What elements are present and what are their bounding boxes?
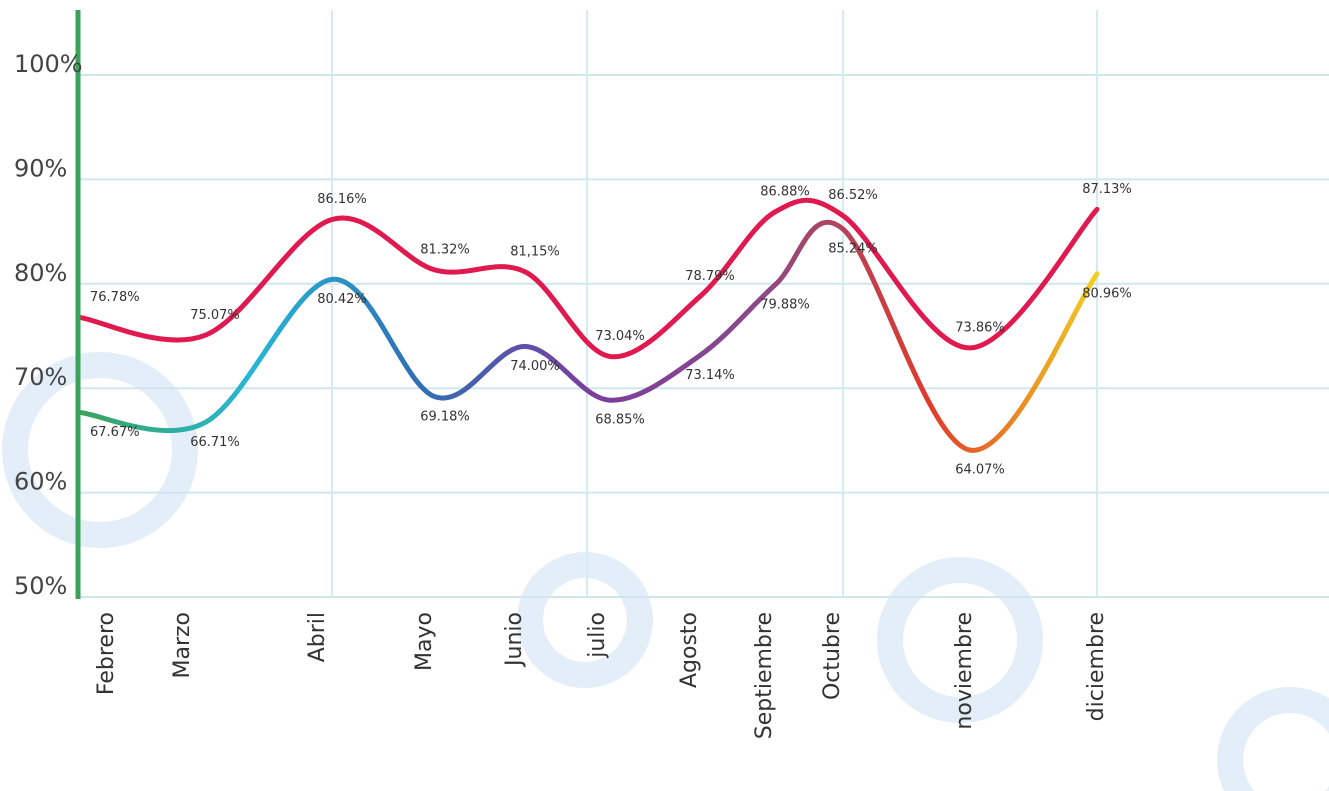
watermark: [2, 352, 1329, 791]
line: [77, 219, 1100, 453]
data-label: 75.07%: [190, 308, 240, 323]
data-label: 74.00%: [510, 359, 560, 374]
data-label: 69.18%: [420, 409, 470, 424]
data-label: 73.04%: [595, 329, 645, 344]
grid: [80, 74, 1329, 598]
data-label: 66.71%: [190, 435, 240, 450]
x-tick-label: Junio: [502, 612, 527, 668]
x-tick-label: Febrero: [94, 612, 119, 695]
x-tick-label: Abril: [305, 612, 330, 662]
data-label: 67.67%: [90, 425, 140, 440]
data-label: 85.24%: [828, 242, 878, 257]
y-tick-label: 60%: [14, 468, 67, 496]
data-label: 68.85%: [595, 413, 645, 428]
y-tick-label: 100%: [14, 50, 83, 78]
data-label: 64.07%: [955, 463, 1005, 478]
x-tick-label: Marzo: [170, 612, 195, 679]
y-tick-label: 70%: [14, 363, 67, 391]
x-tick-label: Agosto: [677, 612, 702, 688]
data-label: 73.14%: [685, 368, 735, 383]
x-tick-label: noviembre: [952, 612, 977, 730]
data-label: 79.88%: [760, 298, 810, 313]
data-label: 86.16%: [317, 192, 367, 207]
x-tick-label: julio: [585, 612, 610, 659]
data-label: 76.78%: [90, 290, 140, 305]
x-tick-label: Septiembre: [752, 612, 777, 739]
line: [77, 197, 1100, 360]
y-tick-label: 90%: [14, 154, 67, 182]
data-label: 80.96%: [1082, 286, 1132, 301]
data-label: 80.42%: [317, 292, 367, 307]
data-label: 78.79%: [685, 269, 735, 284]
y-tick-label: 80%: [14, 259, 67, 287]
data-label: 81,15%: [510, 244, 560, 259]
data-label: 87.13%: [1082, 182, 1132, 197]
data-label: 73.86%: [955, 320, 1005, 335]
x-tick-label: Mayo: [412, 612, 437, 671]
plot: 76.78% 75.07% 86.16% 81.32% 81,15% 73.04% 78.7…: [77, 182, 1132, 478]
x-tick-label: Octubre: [820, 612, 845, 700]
data-label: 81.32%: [420, 243, 470, 258]
y-tick-label: 50%: [14, 572, 67, 600]
data-label: 86.88%: [760, 184, 810, 199]
v-grid: [331, 10, 1098, 597]
x-tick-label: diciembre: [1084, 612, 1109, 721]
data-label: 86.52%: [828, 188, 878, 203]
